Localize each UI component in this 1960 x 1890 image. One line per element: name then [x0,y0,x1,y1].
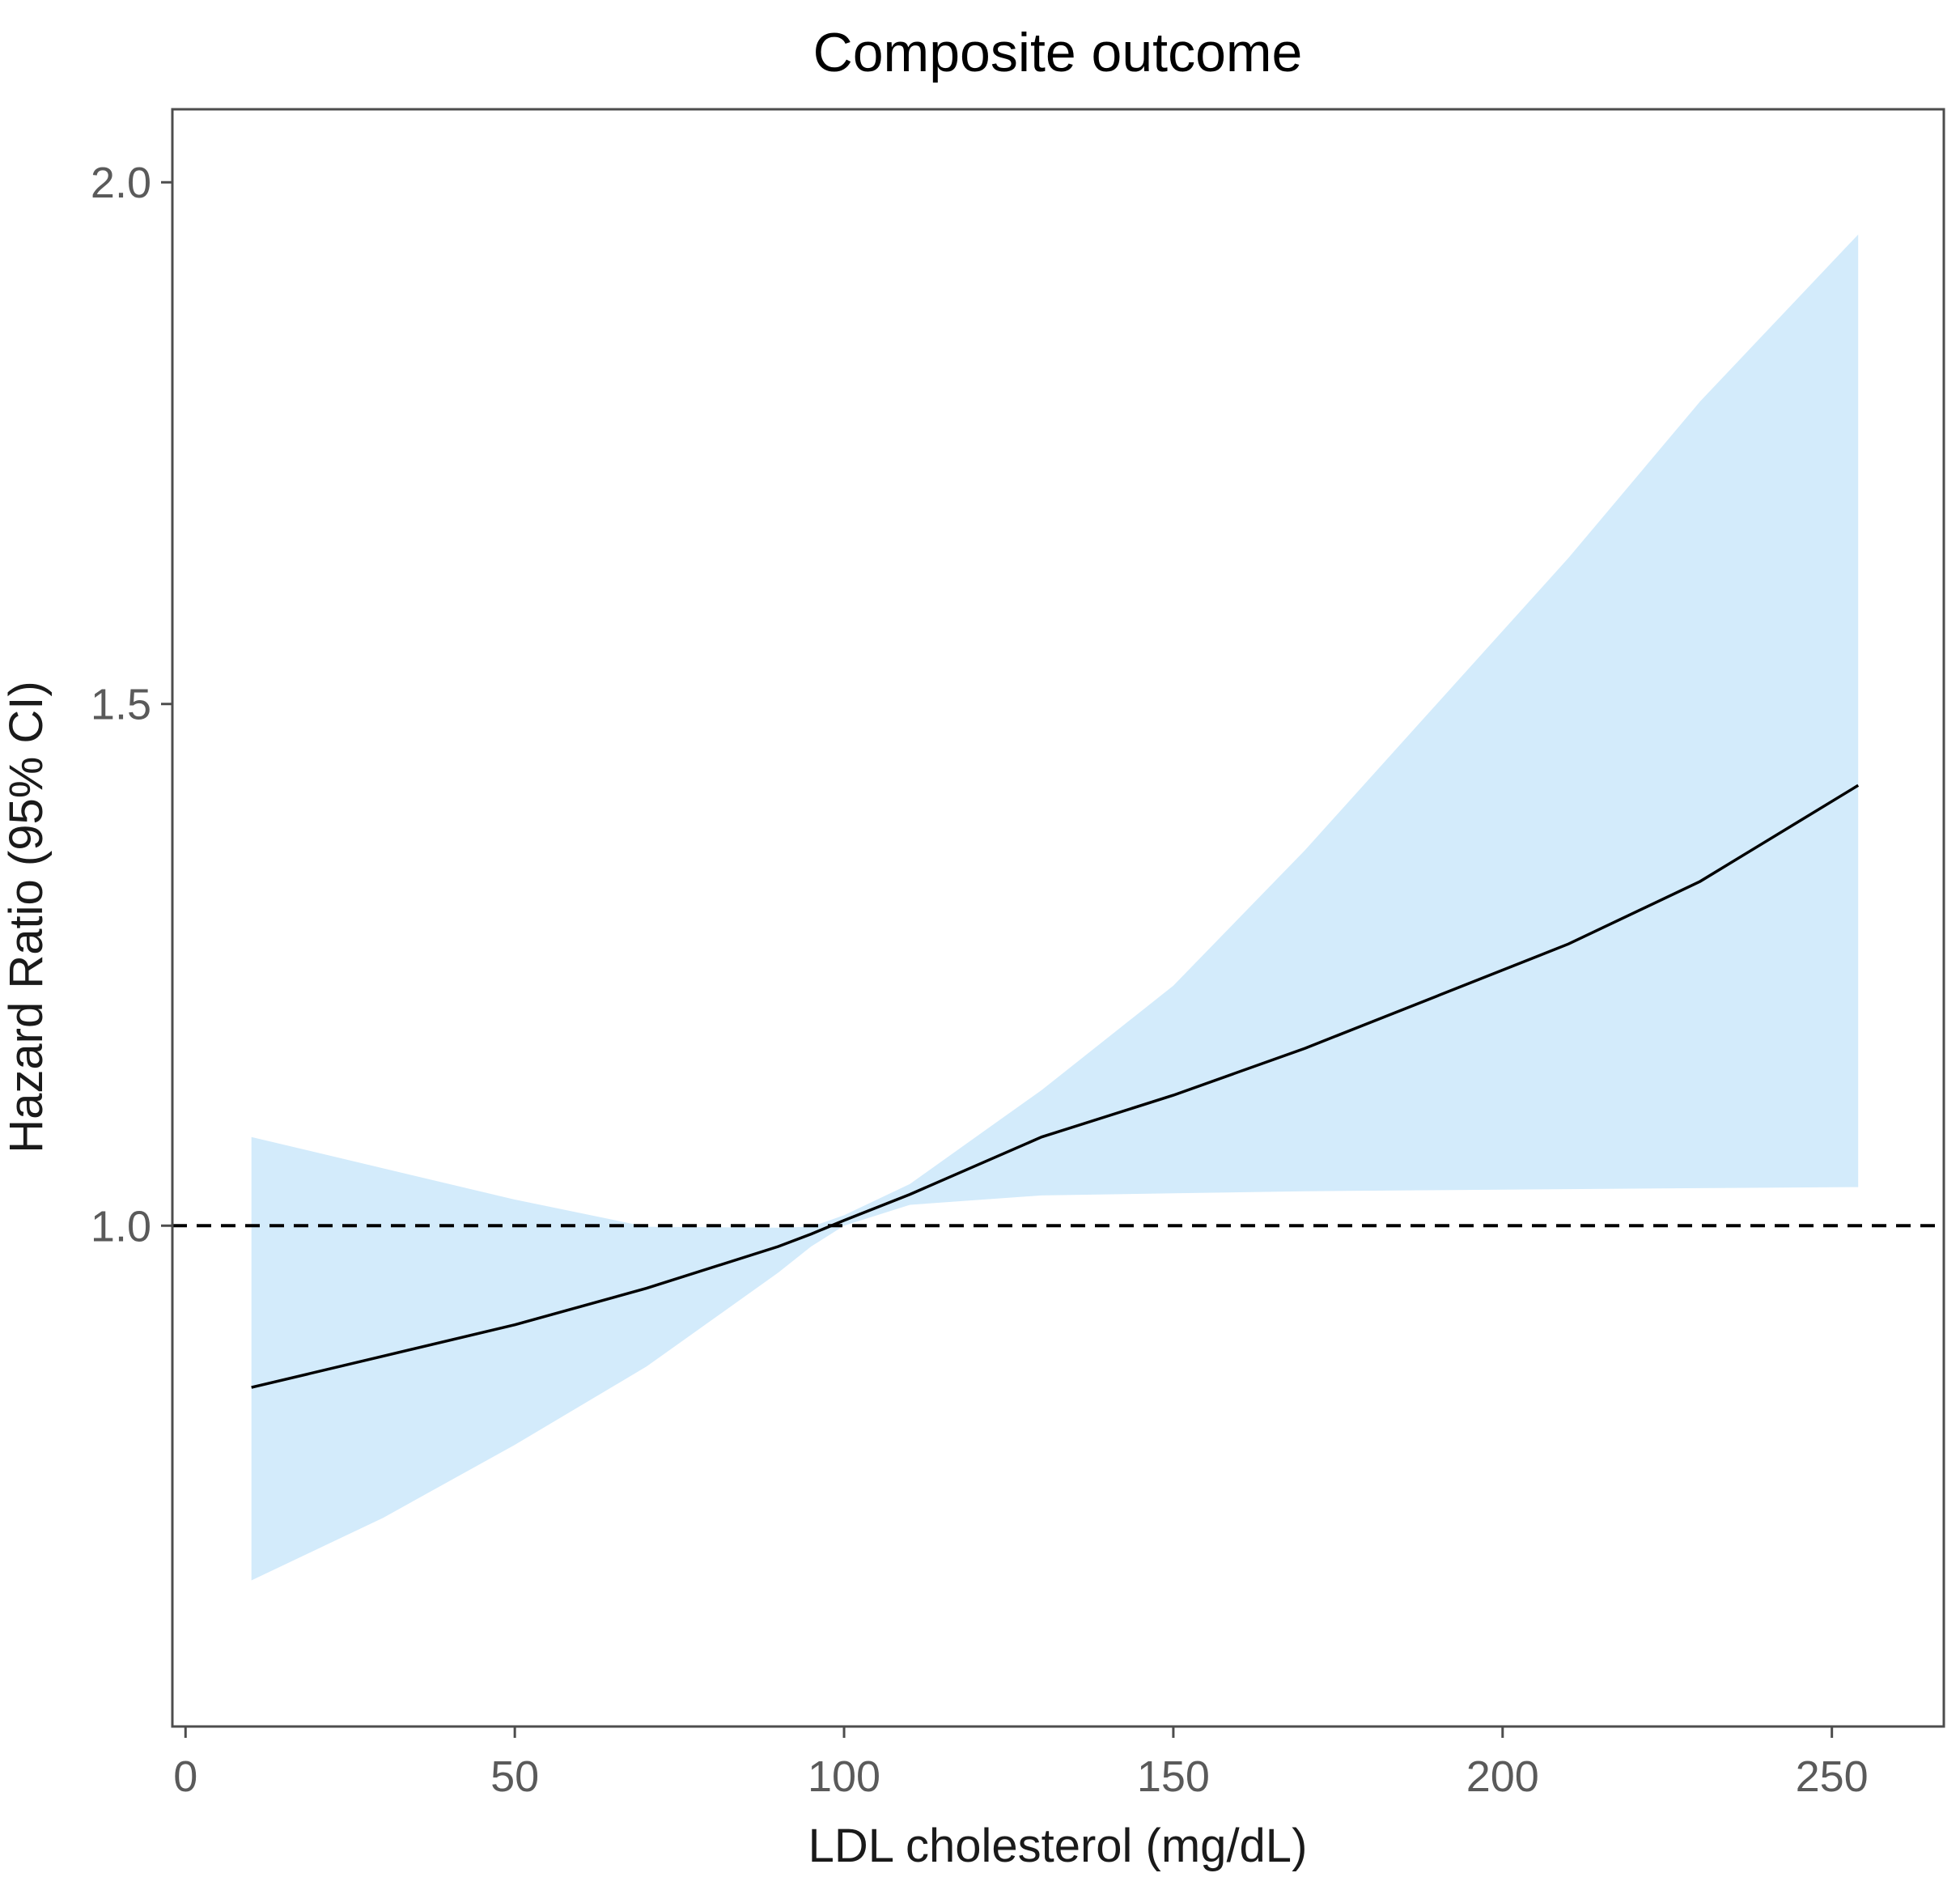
x-tick-label: 100 [808,1752,880,1801]
y-tick-label: 2.0 [91,159,151,207]
x-tick-label: 250 [1796,1752,1869,1801]
hazard-ratio-line [251,784,1860,1389]
chart-title: Composite outcome [813,22,1303,83]
x-tick-label: 200 [1466,1752,1539,1801]
y-tick-label: 1.5 [91,681,151,729]
x-tick-label: 150 [1137,1752,1210,1801]
x-axis-label: LDL cholesterol (mg/dL) [808,1820,1308,1872]
y-axis-label: Hazard Ratio (95% CI) [0,681,53,1153]
y-tick-label: 1.0 [91,1202,151,1251]
confidence-band [251,234,1859,1581]
x-tick-label: 50 [490,1752,539,1801]
panel-border [171,108,1945,1728]
plot-area: 0 50 100 150 200 250 1.0 1.5 2.0 [91,108,1945,1801]
x-tick-label: 0 [173,1752,197,1801]
